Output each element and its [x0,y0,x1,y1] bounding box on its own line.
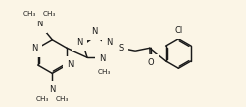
Text: N: N [67,60,74,69]
Text: Cl: Cl [175,26,183,35]
Text: CH₃: CH₃ [43,11,56,17]
Text: CH₃: CH₃ [23,11,36,17]
Text: N: N [76,38,82,47]
Text: CH₃: CH₃ [98,69,111,75]
Text: N: N [49,85,55,94]
Text: N: N [106,38,112,47]
Text: O: O [148,58,154,67]
Text: N: N [36,19,43,28]
Text: S: S [119,44,124,53]
Text: N: N [99,54,106,63]
Text: CH₃: CH₃ [56,96,69,102]
Text: N: N [91,27,97,36]
Text: CH₃: CH₃ [35,96,49,102]
Text: N: N [31,44,37,53]
